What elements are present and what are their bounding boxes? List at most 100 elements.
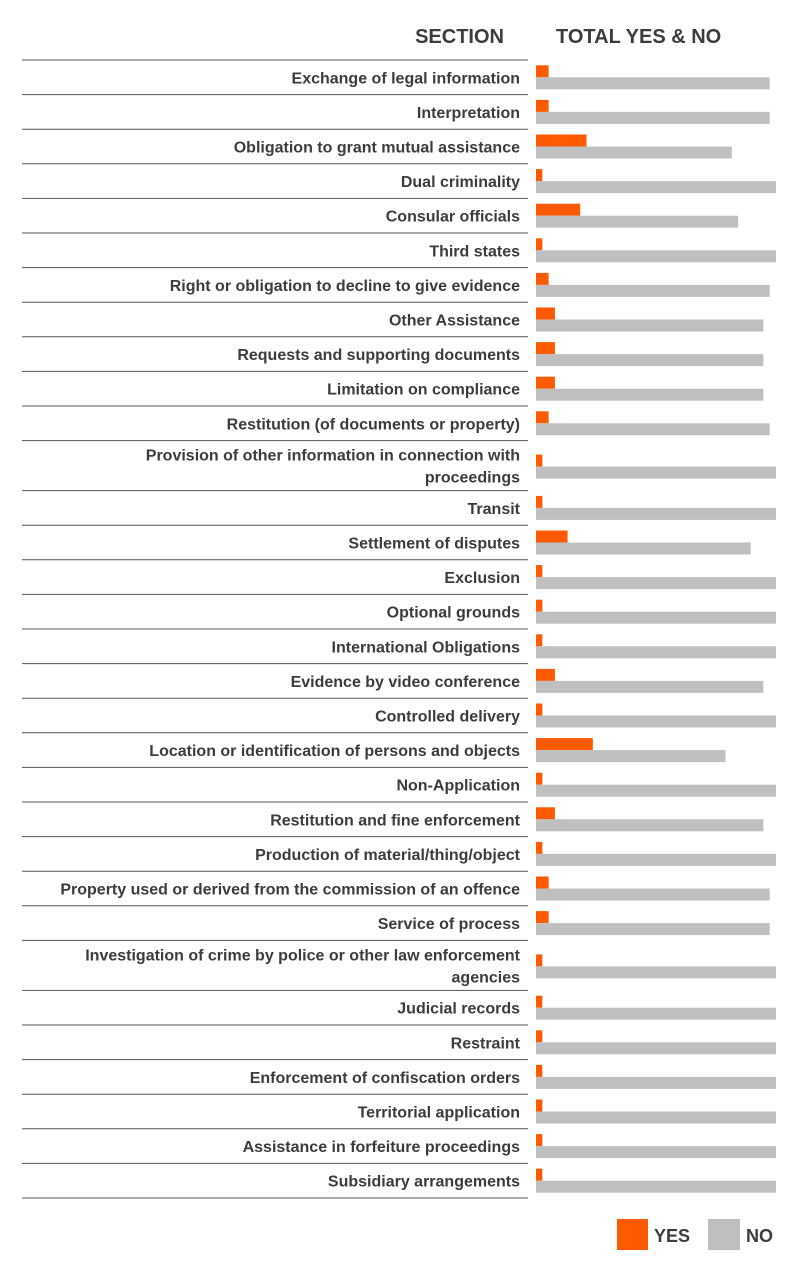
bar-yes-third-states [536,238,543,251]
category-label-non-application: Non-Application [396,778,520,795]
bar-no-controlled-delivery [536,715,776,728]
category-label-judicial-records: Judicial records [397,1001,520,1018]
category-label-restraint: Restraint [451,1035,521,1052]
bar-yes-dual-criminality [536,169,543,182]
bar-yes-exchange-of-legal-information [536,65,549,78]
category-label-transit: Transit [468,501,521,518]
category-label-property-used-or-derived-from-the-commission-of-an-offence: Property used or derived from the commis… [60,882,520,899]
category-label-restitution-of-documents-or-property: Restitution (of documents or property) [227,416,520,433]
chart-rows: Exchange of legal information Interpretat… [22,59,776,1199]
bar-no-exclusion [536,577,776,590]
category-label-consular-officials: Consular officials [386,209,520,226]
bar-no-international-obligations [536,646,776,659]
bar-yes-controlled-delivery [536,703,543,716]
bar-no-right-or-obligation-to-decline-to-give-evidence [536,284,770,297]
category-label-production-of-material-thing-object: Production of material/thing/object [255,847,521,864]
category-label-assistance-in-forfeiture-proceedings: Assistance in forfeiture proceedings [243,1139,521,1156]
bar-no-dual-criminality [536,181,776,194]
bar-yes-limitation-on-compliance [536,376,555,389]
bar-yes-non-application [536,772,543,785]
bar-yes-restitution-of-documents-or-property [536,411,549,424]
bar-yes-investigation-of-crime-by-police-or-other-law-enforcement-agencies [536,954,543,967]
bar-yes-exclusion [536,565,543,578]
bar-no-production-of-material-thing-object [536,853,776,866]
bar-no-territorial-application [536,1111,776,1124]
bar-no-investigation-of-crime-by-police-or-other-law-enforcement-agencies [536,966,776,979]
category-label-investigation-of-crime-by-police-or-other-law-enforcement-agencies: Investigation of crime by police or othe… [85,947,520,986]
bar-yes-property-used-or-derived-from-the-commission-of-an-offence [536,876,549,889]
bar-no-optional-grounds [536,611,776,624]
category-label-other-assistance: Other Assistance [389,313,520,330]
bar-yes-restitution-and-fine-enforcement [536,807,555,820]
bar-yes-production-of-material-thing-object [536,841,543,854]
bar-no-settlement-of-disputes [536,542,751,555]
category-label-subsidiary-arrangements: Subsidiary arrangements [328,1174,520,1191]
bar-yes-enforcement-of-confiscation-orders [536,1064,543,1077]
bar-no-restitution-of-documents-or-property [536,423,770,436]
category-label-location-or-identification-of-persons-and-objects: Location or identification of persons an… [149,743,520,760]
bar-no-consular-officials [536,215,739,228]
category-label-controlled-delivery: Controlled delivery [375,709,520,726]
category-label-exclusion: Exclusion [444,570,520,587]
category-label-restitution-and-fine-enforcement: Restitution and fine enforcement [270,812,520,829]
bar-yes-settlement-of-disputes [536,530,568,543]
bar-no-location-or-identification-of-persons-and-objects [536,750,726,763]
category-label-optional-grounds: Optional grounds [387,605,520,622]
bar-yes-international-obligations [536,634,543,647]
category-label-territorial-application: Territorial application [358,1105,520,1122]
bar-no-requests-and-supporting-documents [536,354,764,367]
legend-yes-label: YES [654,1226,690,1246]
bar-no-subsidiary-arrangements [536,1180,776,1193]
legend-no-label: NO [746,1226,773,1246]
bar-no-evidence-by-video-conference [536,680,764,693]
totals-column-header: TOTAL YES & NO [556,26,721,48]
bar-no-obligation-to-grant-mutual-assistance [536,146,732,159]
bar-yes-judicial-records [536,995,543,1008]
bar-yes-assistance-in-forfeiture-proceedings [536,1134,543,1147]
bar-yes-evidence-by-video-conference [536,668,555,681]
bar-yes-consular-officials [536,203,581,216]
bar-yes-optional-grounds [536,599,543,612]
bar-no-non-application [536,784,776,797]
category-label-enforcement-of-confiscation-orders: Enforcement of confiscation orders [250,1070,520,1087]
category-label-service-of-process: Service of process [378,916,520,933]
category-label-third-states: Third states [429,243,520,260]
bar-no-third-states [536,250,776,263]
bar-yes-obligation-to-grant-mutual-assistance [536,134,587,147]
bar-yes-requests-and-supporting-documents [536,342,555,355]
legend: YES NO [617,1219,773,1250]
bar-yes-service-of-process [536,911,549,924]
bar-yes-restraint [536,1030,543,1043]
bar-yes-territorial-application [536,1099,543,1112]
category-label-right-or-obligation-to-decline-to-give-evidence: Right or obligation to decline to give e… [170,278,520,295]
section-column-header: SECTION [415,26,504,48]
bar-yes-right-or-obligation-to-decline-to-give-evidence [536,272,549,285]
category-label-exchange-of-legal-information: Exchange of legal information [292,70,520,87]
bar-no-service-of-process [536,923,770,936]
category-label-dual-criminality: Dual criminality [401,174,520,191]
bar-yes-subsidiary-arrangements [536,1168,543,1181]
category-label-evidence-by-video-conference: Evidence by video conference [291,674,521,691]
category-label-international-obligations: International Obligations [332,639,521,656]
bar-no-restitution-and-fine-enforcement [536,819,764,832]
category-label-limitation-on-compliance: Limitation on compliance [327,382,520,399]
bar-no-exchange-of-legal-information [536,77,770,90]
bar-yes-location-or-identification-of-persons-and-objects [536,738,593,751]
bar-no-property-used-or-derived-from-the-commission-of-an-offence [536,888,770,901]
bar-no-interpretation [536,111,770,124]
bar-no-provision-of-other-information-in-connection-with-proceedings [536,466,776,479]
bar-yes-interpretation [536,99,549,112]
bar-no-judicial-records [536,1007,776,1020]
category-label-obligation-to-grant-mutual-assistance: Obligation to grant mutual assistance [234,140,520,157]
category-label-requests-and-supporting-documents: Requests and supporting documents [237,347,520,364]
legend-yes-swatch [617,1219,648,1250]
bar-no-restraint [536,1042,776,1055]
bar-no-other-assistance [536,319,764,332]
legend-no-swatch [708,1219,740,1250]
bar-yes-other-assistance [536,307,555,320]
bar-yes-transit [536,495,543,508]
category-label-interpretation: Interpretation [417,105,520,122]
bar-no-limitation-on-compliance [536,388,764,401]
bar-no-assistance-in-forfeiture-proceedings [536,1146,776,1159]
